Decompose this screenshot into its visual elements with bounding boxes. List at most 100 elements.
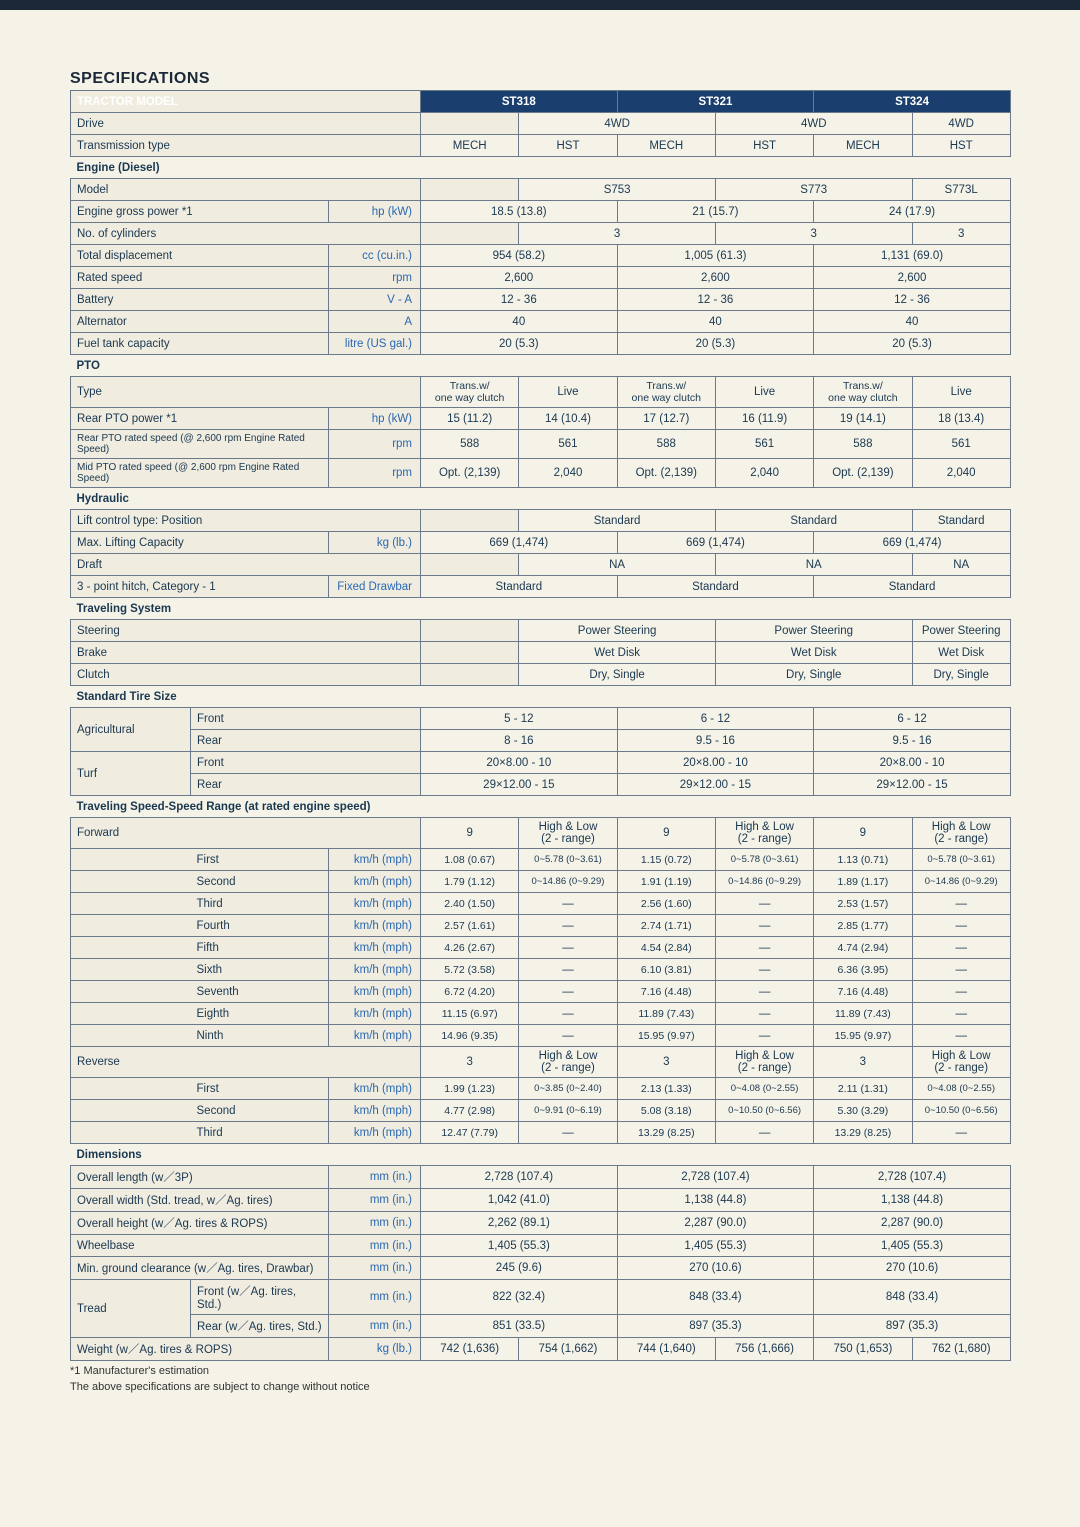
row-value: High & Low(2 - range) <box>912 1047 1010 1078</box>
row-value: 245 (9.6) <box>421 1257 618 1280</box>
row-value: Trans.w/one way clutch <box>814 377 912 408</box>
row-unit: km/h (mph) <box>329 959 421 981</box>
row-value: MECH <box>617 135 715 157</box>
row-value: 2,600 <box>617 267 814 289</box>
row-value: 4WD <box>715 113 912 135</box>
row-unit: Fixed Drawbar <box>329 576 421 598</box>
row-value: Power Steering <box>912 620 1010 642</box>
row-value: 561 <box>715 430 813 459</box>
row-value: 4.54 (2.84) <box>617 937 715 959</box>
row-unit: km/h (mph) <box>329 893 421 915</box>
row-value: 11.89 (7.43) <box>617 1003 715 1025</box>
row-value: Standard <box>519 510 716 532</box>
gear-pad <box>71 893 191 915</box>
row-value: 2,262 (89.1) <box>421 1212 618 1235</box>
row-value: 2,728 (107.4) <box>617 1166 814 1189</box>
row-value: 754 (1,662) <box>519 1338 617 1361</box>
row-label: Wheelbase <box>71 1235 329 1257</box>
row-value: 7.16 (4.48) <box>814 981 912 1003</box>
row-label: Total displacement <box>71 245 329 267</box>
row-value: — <box>912 1003 1010 1025</box>
row-value: 954 (58.2) <box>421 245 618 267</box>
row-value: Live <box>912 377 1010 408</box>
row-value: 4.77 (2.98) <box>421 1100 519 1122</box>
row-unit <box>421 223 519 245</box>
row-value: 6.10 (3.81) <box>617 959 715 981</box>
row-value: 0~5.78 (0~3.61) <box>715 849 813 871</box>
gear-pad <box>71 915 191 937</box>
row-value: 3 <box>519 223 716 245</box>
row-value: Opt. (2,139) <box>421 459 519 488</box>
row-value: 669 (1,474) <box>421 532 618 554</box>
gear-pad <box>71 937 191 959</box>
row-value: — <box>519 937 617 959</box>
row-value: 0~5.78 (0~3.61) <box>912 849 1010 871</box>
row-value: 2,600 <box>421 267 618 289</box>
row-unit: mm (in.) <box>329 1280 421 1315</box>
gear-pad <box>71 981 191 1003</box>
row-value: — <box>519 915 617 937</box>
row-value: 2.53 (1.57) <box>814 893 912 915</box>
row-value: 15.95 (9.97) <box>814 1025 912 1047</box>
row-value: MECH <box>814 135 912 157</box>
row-value: 20 (5.3) <box>814 333 1011 355</box>
row-label: Reverse <box>71 1047 421 1078</box>
row-value: NA <box>912 554 1010 576</box>
row-value: 19 (14.1) <box>814 408 912 430</box>
footnote-2: The above specifications are subject to … <box>70 1381 1010 1393</box>
row-value: 2.56 (1.60) <box>617 893 715 915</box>
gear-name: First <box>191 849 329 871</box>
row-value: 20 (5.3) <box>617 333 814 355</box>
row-value: Standard <box>912 510 1010 532</box>
row-unit: mm (in.) <box>329 1315 421 1338</box>
row-unit: mm (in.) <box>329 1235 421 1257</box>
row-value: 561 <box>519 430 617 459</box>
row-value: 1.13 (0.71) <box>814 849 912 871</box>
gear-pad <box>71 1003 191 1025</box>
row-sublabel: Rear (w／Ag. tires, Std.) <box>191 1315 329 1338</box>
row-unit: km/h (mph) <box>329 849 421 871</box>
row-unit: km/h (mph) <box>329 1122 421 1144</box>
row-unit: hp (kW) <box>329 408 421 430</box>
row-value: — <box>715 937 813 959</box>
row-sublabel: Front <box>191 752 421 774</box>
row-value: 1,138 (44.8) <box>814 1189 1011 1212</box>
model-header: ST321 <box>617 91 814 113</box>
row-sublabel: Front (w／Ag. tires, Std.) <box>191 1280 329 1315</box>
row-value: 1,005 (61.3) <box>617 245 814 267</box>
row-value: 669 (1,474) <box>814 532 1011 554</box>
row-value: 4.26 (2.67) <box>421 937 519 959</box>
row-label: Agricultural <box>71 708 191 752</box>
row-value: NA <box>715 554 912 576</box>
row-value: 5.30 (3.29) <box>814 1100 912 1122</box>
section-header: Engine (Diesel) <box>71 157 1011 179</box>
row-value: — <box>519 1025 617 1047</box>
gear-name: Fourth <box>191 915 329 937</box>
row-value: — <box>715 915 813 937</box>
row-value: Wet Disk <box>715 642 912 664</box>
row-unit: km/h (mph) <box>329 1003 421 1025</box>
row-value: — <box>912 937 1010 959</box>
row-value: 588 <box>814 430 912 459</box>
row-unit: rpm <box>329 267 421 289</box>
row-value: — <box>715 981 813 1003</box>
row-value: 3 <box>421 1047 519 1078</box>
row-label: Weight (w／Ag. tires & ROPS) <box>71 1338 329 1361</box>
row-unit: mm (in.) <box>329 1166 421 1189</box>
row-value: 2.11 (1.31) <box>814 1078 912 1100</box>
gear-pad <box>71 849 191 871</box>
row-value: 2,287 (90.0) <box>617 1212 814 1235</box>
row-value: High & Low(2 - range) <box>519 818 617 849</box>
row-value: 12 - 36 <box>617 289 814 311</box>
row-label: Forward <box>71 818 421 849</box>
row-value: 669 (1,474) <box>617 532 814 554</box>
header-label: TRACTOR MODEL <box>71 91 421 113</box>
row-value: 1.91 (1.19) <box>617 871 715 893</box>
row-value: Wet Disk <box>912 642 1010 664</box>
row-value: High & Low(2 - range) <box>715 818 813 849</box>
row-unit: kg (lb.) <box>329 1338 421 1361</box>
row-value: 1.89 (1.17) <box>814 871 912 893</box>
row-unit: km/h (mph) <box>329 915 421 937</box>
row-value: 5.08 (3.18) <box>617 1100 715 1122</box>
row-value: 9 <box>617 818 715 849</box>
